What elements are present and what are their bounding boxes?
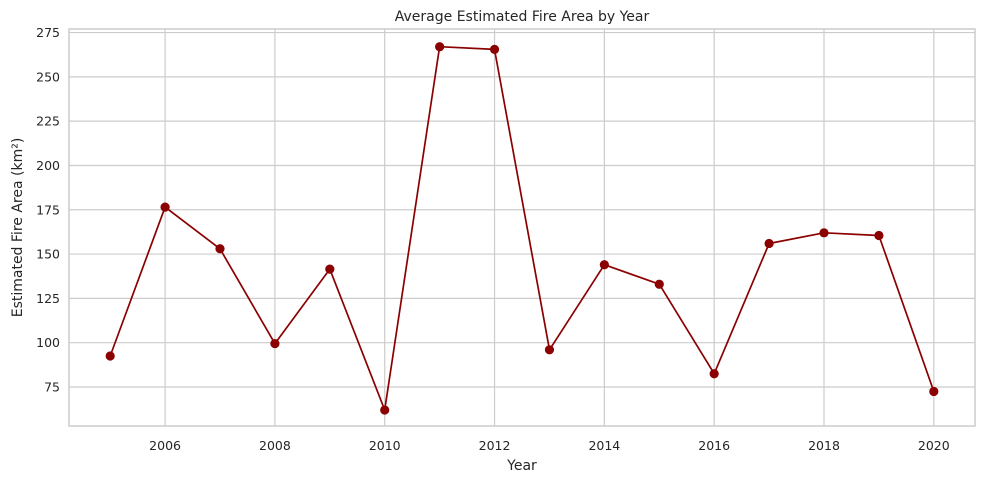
data-point (105, 351, 115, 361)
data-point (764, 238, 774, 249)
x-tick-label: 2020 (918, 438, 950, 453)
data-point (270, 338, 280, 349)
data-point (929, 386, 939, 397)
data-point (160, 202, 170, 212)
y-tick-label: 250 (36, 69, 60, 84)
y-tick-label: 225 (36, 114, 60, 129)
y-tick-label: 100 (36, 335, 60, 350)
chart-title: Average Estimated Fire Area by Year (395, 9, 650, 25)
x-tick-label: 2018 (808, 438, 840, 453)
x-tick-label: 2008 (259, 438, 291, 453)
x-tick-label: 2016 (698, 438, 730, 453)
y-tick-label: 275 (36, 25, 60, 40)
y-tick-label: 75 (44, 380, 60, 395)
data-point (325, 264, 335, 274)
data-point (544, 345, 555, 355)
x-tick-label: 2010 (369, 438, 401, 453)
plot-frame (68, 28, 976, 427)
y-tick-label: 125 (36, 291, 60, 306)
data-point (819, 228, 829, 238)
x-tick-label: 2012 (479, 438, 511, 453)
series-group (105, 42, 939, 415)
data-point (599, 260, 609, 270)
data-point (489, 44, 500, 54)
data-point (654, 279, 664, 289)
data-point (709, 369, 719, 379)
x-tick-label: 2006 (149, 438, 181, 453)
data-point (874, 230, 884, 241)
series-line (109, 45, 935, 411)
x-tick-label: 2014 (588, 438, 620, 453)
y-axis-label: Estimated Fire Area (km²) (10, 138, 26, 318)
y-tick-label: 150 (36, 247, 60, 262)
grid-lines (69, 29, 975, 426)
y-tick-label: 175 (36, 202, 60, 217)
data-point (435, 42, 445, 52)
tick-labels: 2006 2008 2010 2012 2014 2016 2018 2020 75 100 125… (36, 25, 950, 453)
x-axis-label: Year (506, 458, 537, 474)
data-point (380, 405, 390, 415)
data-point (215, 244, 225, 254)
y-tick-label: 200 (36, 158, 60, 173)
